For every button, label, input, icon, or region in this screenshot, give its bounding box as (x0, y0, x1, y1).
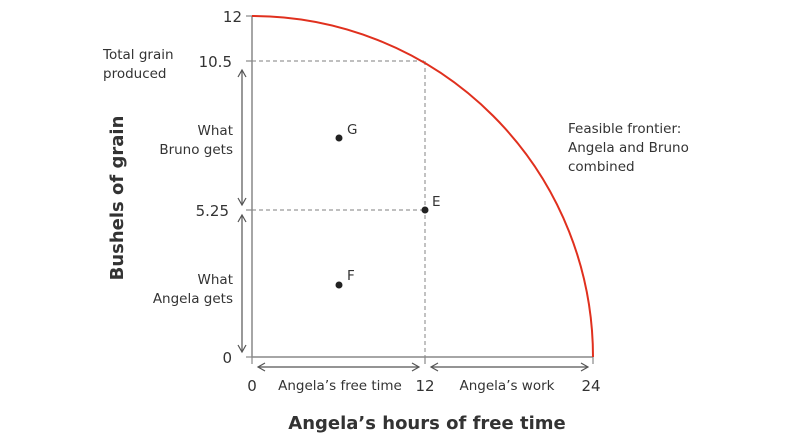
y-tick-0: 0 (222, 349, 232, 367)
frontier-label-2: Angela and Bruno (568, 140, 689, 156)
feasible-frontier-curve (251, 15, 594, 358)
total-grain-label-2: produced (103, 66, 167, 82)
x-tick-24: 24 (581, 377, 600, 395)
x-tick-12: 12 (415, 377, 434, 395)
bruno-gets-label-2: Bruno gets (159, 142, 233, 158)
total-grain-label-1: Total grain (102, 47, 174, 63)
y-tick-10.5: 10.5 (199, 53, 232, 71)
x-axis-title: Angela’s hours of free time (288, 413, 565, 434)
angela-gets-label-1: What (198, 272, 233, 288)
frontier-label-1: Feasible frontier: (568, 121, 681, 137)
y-tick-12: 12 (223, 8, 242, 26)
y-tick-5.25: 5.25 (196, 202, 229, 220)
angela-gets-label-2: Angela gets (153, 291, 233, 307)
free-time-label: Angela’s free time (278, 378, 402, 394)
label-g: G (347, 122, 357, 138)
frontier-label-3: combined (568, 159, 635, 175)
bruno-gets-label-1: What (198, 123, 233, 139)
point-g (335, 134, 343, 142)
label-f: F (347, 268, 355, 284)
x-tick-0: 0 (247, 377, 257, 395)
work-label: Angela’s work (460, 378, 555, 394)
point-f (335, 281, 343, 289)
label-e: E (432, 194, 441, 210)
y-axis-title: Bushels of grain (107, 116, 128, 281)
point-e (421, 206, 429, 214)
